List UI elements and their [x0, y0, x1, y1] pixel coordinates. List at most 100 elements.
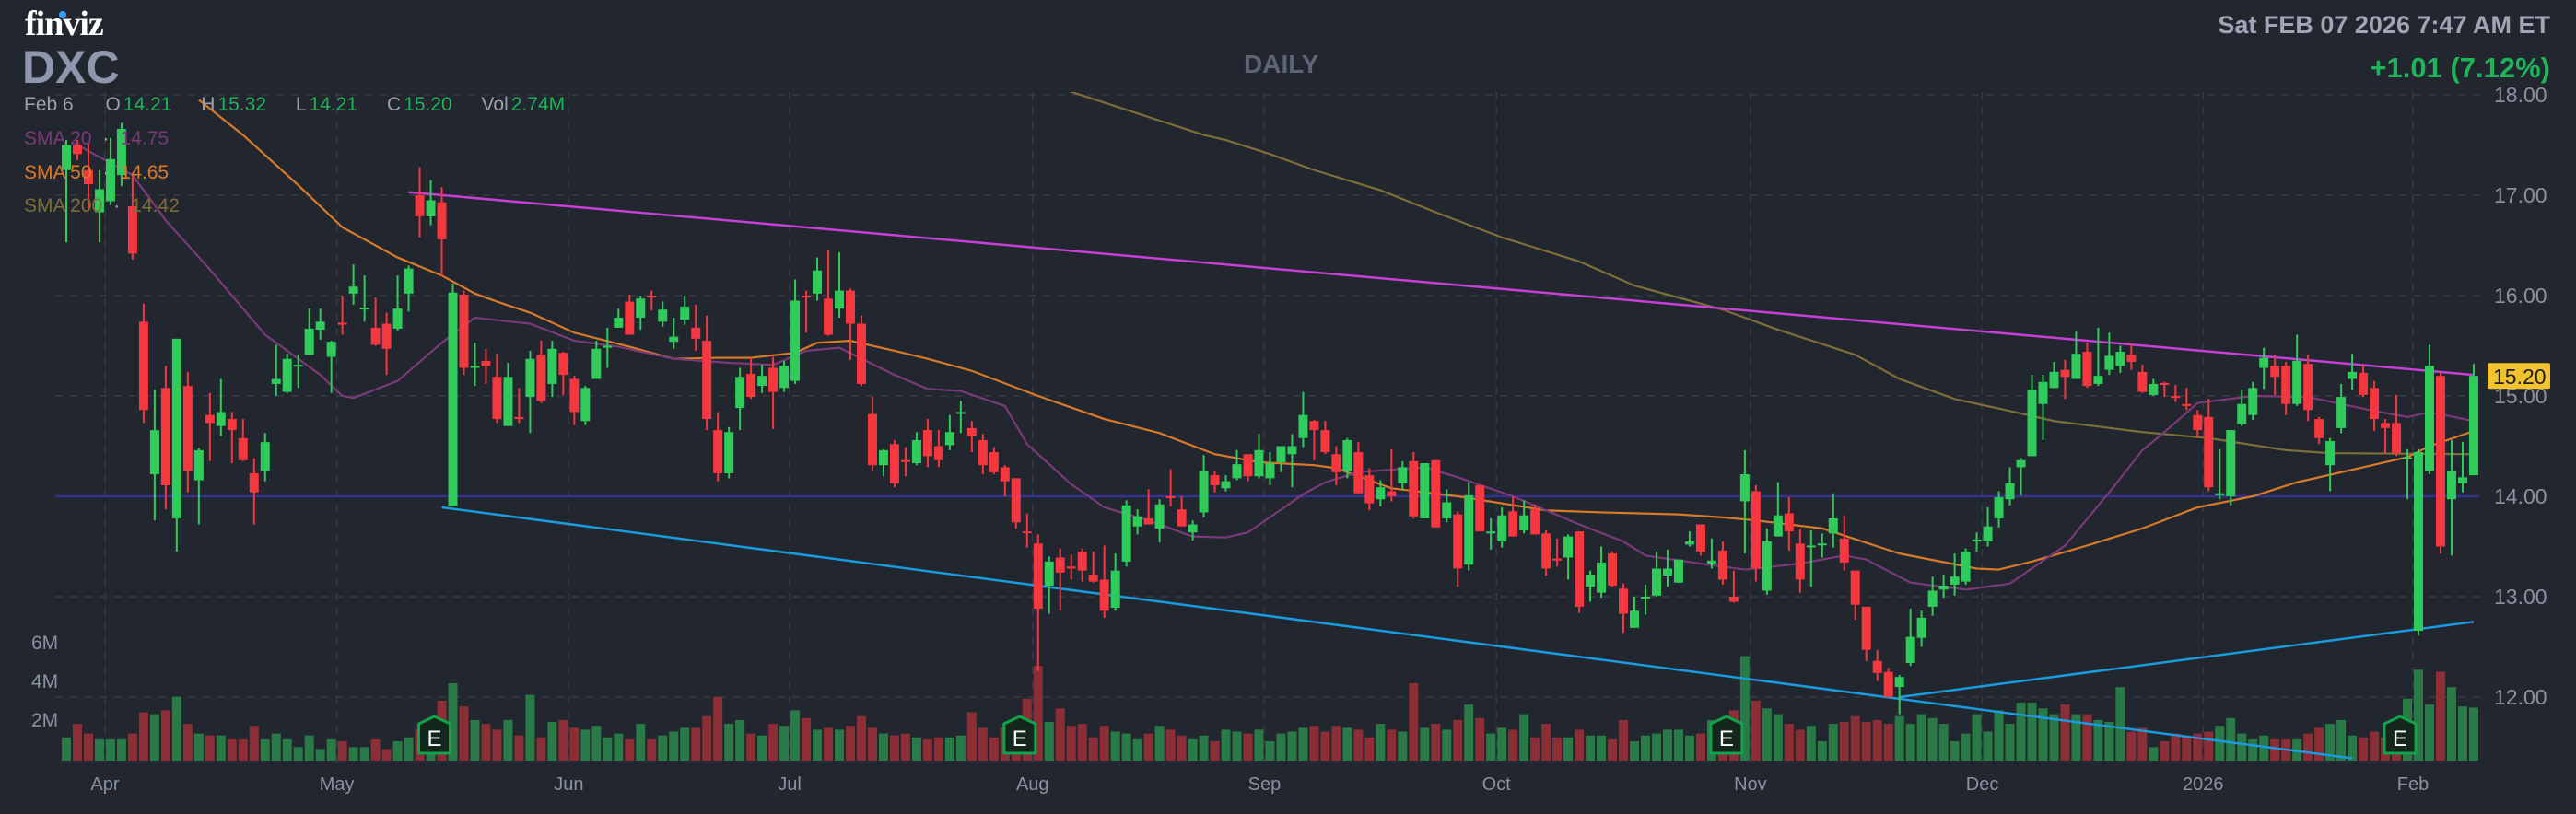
candle-body [1497, 515, 1507, 542]
candle-body [1331, 454, 1341, 472]
volume-bar [1608, 738, 1618, 761]
volume-bar [1243, 733, 1253, 761]
candle [558, 352, 568, 395]
candle [1806, 530, 1816, 587]
candle [2137, 365, 2148, 393]
volume-tick-label: 2M [31, 710, 58, 731]
candle-body [1784, 513, 1794, 532]
candle-body [978, 439, 988, 466]
candle [1210, 471, 1220, 493]
candle [944, 414, 954, 450]
volume-bar [1916, 714, 1926, 761]
volume-bar [824, 727, 834, 761]
candle [1475, 485, 1485, 532]
candle-body [271, 378, 281, 384]
candle-body [525, 358, 535, 398]
candle [2468, 364, 2478, 476]
volume-bar [1033, 666, 1043, 761]
volume-bar [1188, 738, 1198, 761]
candle [1608, 551, 1618, 587]
volume-bar [2082, 714, 2092, 761]
candle [1706, 538, 1716, 569]
volume-bar [1839, 722, 1849, 761]
overlay-lines [55, 92, 2478, 760]
volume-bar [2259, 735, 2269, 761]
sma20-legend[interactable]: SMA 20 · 14.75 [24, 128, 170, 149]
earnings-letter: E [1719, 727, 1734, 751]
volume-bar [2204, 731, 2214, 761]
candle-body [426, 200, 436, 216]
candle [2270, 355, 2280, 395]
candle-body [2049, 371, 2059, 389]
candle-body [1983, 526, 1993, 542]
candle-body [293, 365, 303, 367]
candle-body [2457, 477, 2467, 483]
candle-body [603, 345, 613, 348]
candle-body [2259, 357, 2269, 368]
volume-bar [614, 733, 624, 761]
volume-bar [835, 729, 845, 761]
volume-bar [2115, 687, 2125, 761]
candle-body [370, 327, 381, 345]
earnings-badge: E [417, 715, 452, 755]
volume-bar [1221, 729, 1231, 761]
candle [1597, 546, 1607, 599]
volume-bar [1695, 733, 1705, 761]
candle [404, 265, 414, 312]
volume-bar [1409, 683, 1419, 761]
volume-bar [1077, 724, 1087, 761]
volume-bar [580, 729, 591, 761]
finviz-logo[interactable]: finviz [25, 5, 104, 43]
volume-bar [1541, 724, 1551, 761]
candle [1309, 420, 1319, 460]
candle [856, 315, 866, 387]
candle [2314, 416, 2324, 445]
volume-bar [1872, 719, 1882, 761]
earnings-badge: E [1709, 715, 1744, 755]
candle-body [1110, 570, 1120, 608]
volume-bar [149, 714, 159, 761]
candle [2082, 343, 2092, 389]
candle [1453, 511, 1463, 587]
candle-body [2281, 366, 2291, 404]
candle [1077, 548, 1087, 582]
candle [1784, 497, 1794, 551]
earnings-icon [417, 715, 452, 755]
volume-tick-label: 6M [31, 633, 58, 654]
candle-body [1950, 576, 1960, 585]
sma200-legend[interactable]: SMA 200 · 14.42 [24, 195, 180, 216]
candle [2248, 381, 2258, 421]
candle-body [2237, 403, 2247, 424]
candle-body [1398, 467, 1408, 483]
candle-body [1597, 562, 1607, 593]
candle-body [1199, 471, 1209, 513]
candle-body [955, 412, 966, 414]
candle-body [392, 308, 403, 329]
candle [149, 390, 159, 521]
sma50-legend[interactable]: SMA 50 · 14.65 [24, 162, 170, 183]
candle [1265, 452, 1275, 486]
candle-body [2071, 354, 2081, 379]
volume-bar [900, 733, 910, 761]
volume-bar [1519, 714, 1529, 761]
candle-body [1044, 561, 1054, 587]
candle-body [813, 270, 823, 294]
volume-bar [370, 738, 381, 761]
candle-body [669, 336, 679, 343]
candle [867, 397, 877, 471]
candle [591, 341, 602, 379]
candle [1409, 452, 1419, 518]
volume-bar [1905, 724, 1915, 761]
volume-bar [1464, 704, 1474, 761]
candle [2126, 344, 2137, 370]
candle [658, 301, 668, 327]
candle-body [647, 296, 657, 298]
volume-bar [1497, 727, 1507, 761]
candle-body [2115, 352, 2125, 366]
volume-bar [514, 735, 524, 761]
candle-body [790, 300, 801, 381]
candle-body [415, 195, 425, 216]
candle-body [2027, 390, 2037, 457]
candle [1839, 515, 1849, 571]
